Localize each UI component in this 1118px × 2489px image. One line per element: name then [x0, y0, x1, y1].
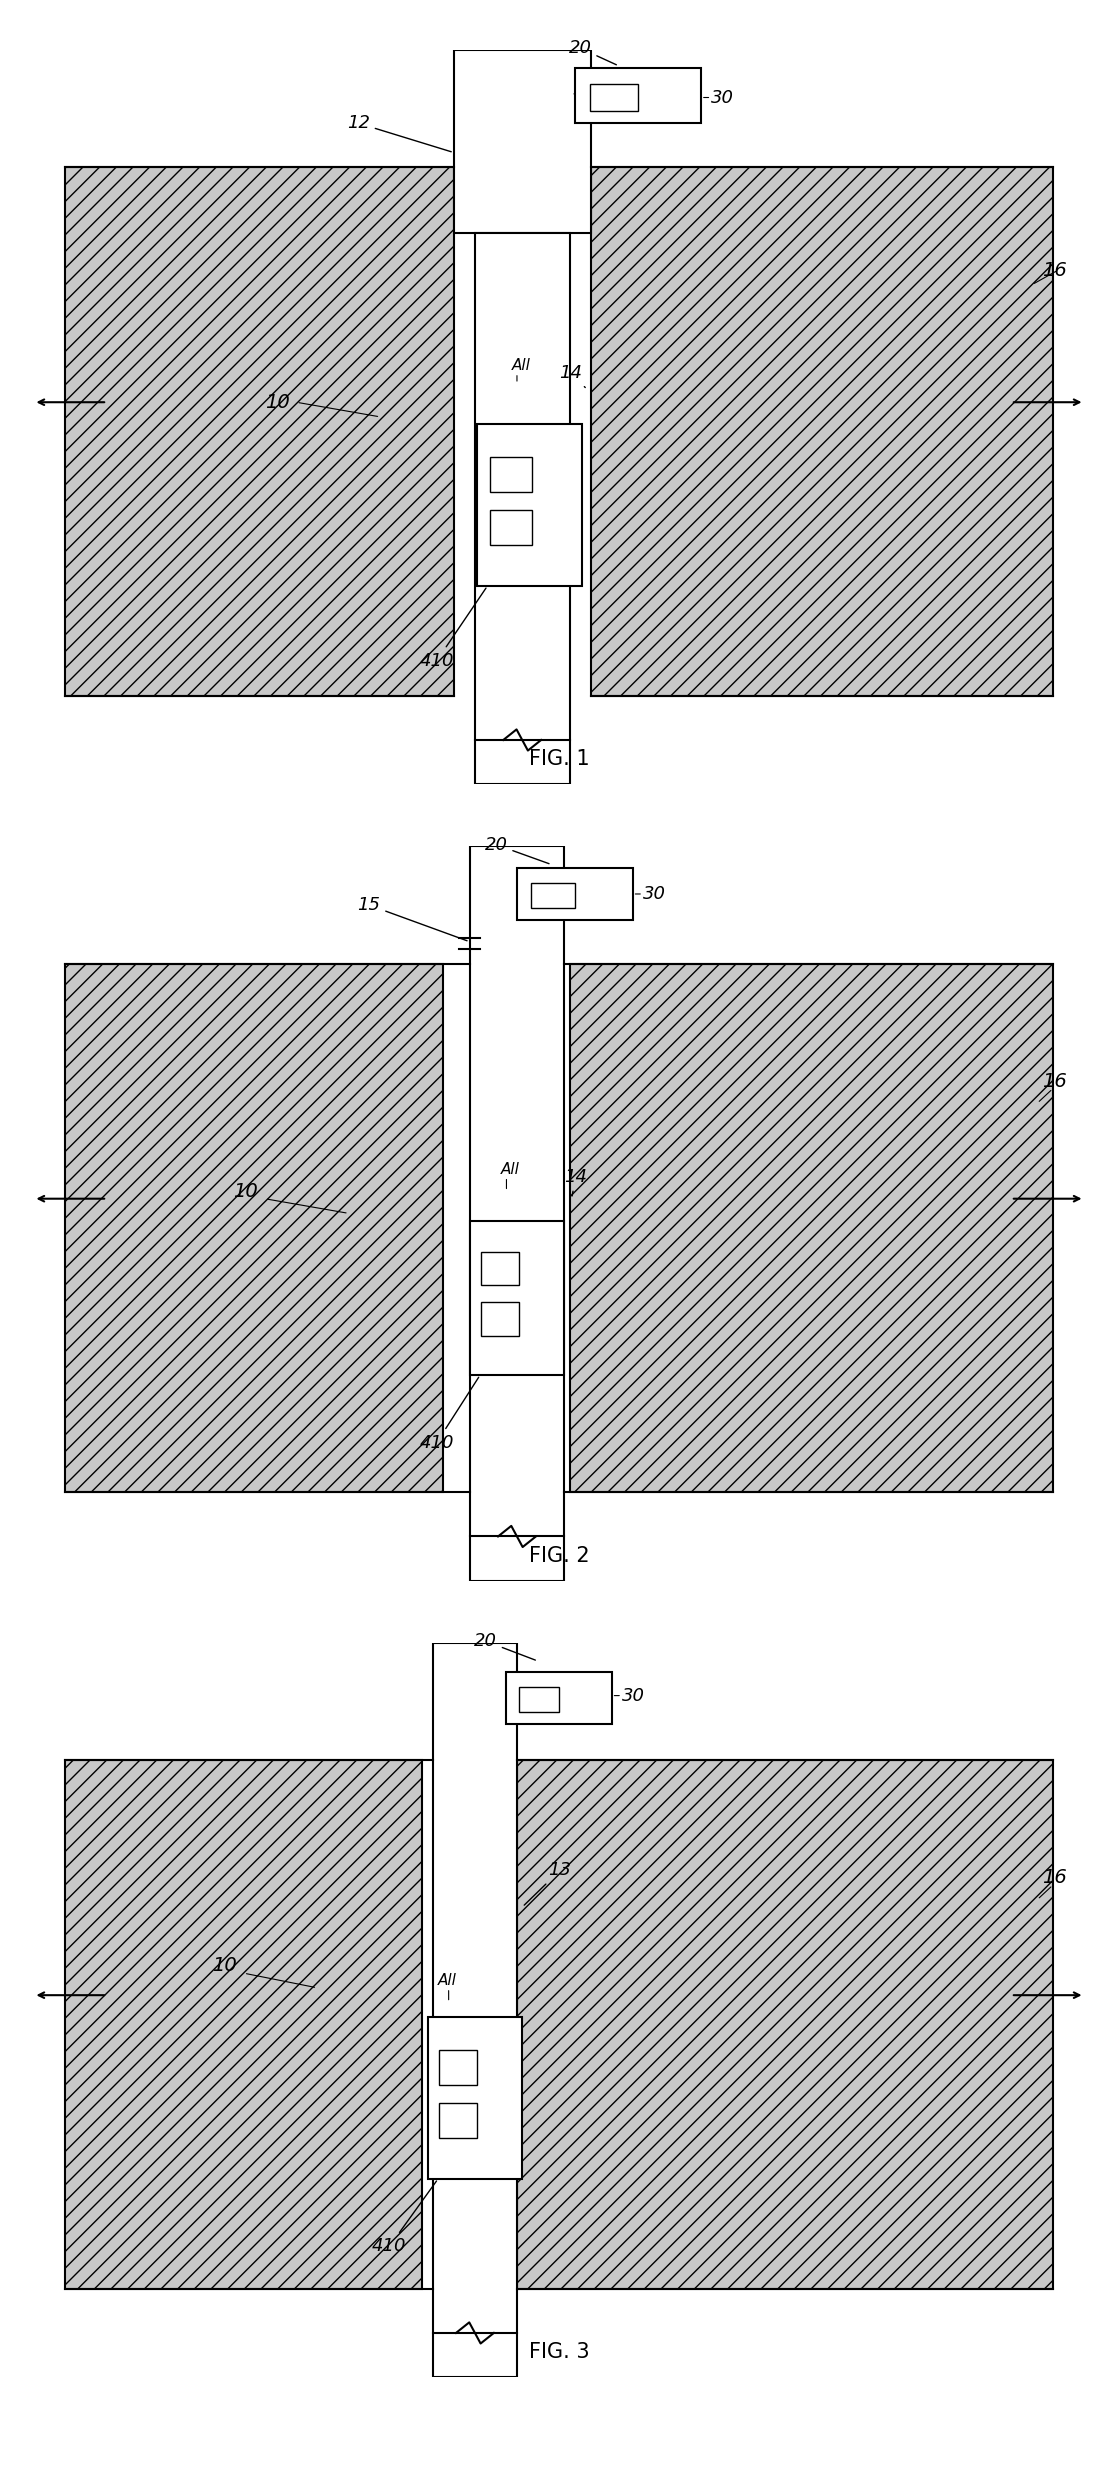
- Text: 30: 30: [711, 90, 735, 107]
- Bar: [454, 50, 590, 234]
- Text: 14: 14: [565, 1167, 587, 1197]
- Bar: [475, 234, 569, 784]
- Bar: [433, 1643, 517, 2377]
- Text: FIG. 3: FIG. 3: [529, 2342, 589, 2362]
- Text: 10: 10: [212, 1956, 237, 1976]
- Text: 20: 20: [484, 836, 549, 864]
- Bar: [481, 1252, 519, 1284]
- Bar: [519, 1688, 559, 1712]
- Text: 30: 30: [643, 886, 666, 904]
- Text: FIG. 2: FIG. 2: [529, 1546, 589, 1566]
- Text: 20: 20: [474, 1633, 536, 1660]
- Bar: [490, 455, 532, 493]
- Bar: [65, 963, 444, 1493]
- Bar: [477, 423, 582, 585]
- Text: 410: 410: [419, 1376, 479, 1451]
- Bar: [575, 67, 701, 124]
- Text: 15: 15: [358, 896, 467, 941]
- Bar: [481, 1302, 519, 1337]
- Text: All: All: [512, 358, 531, 373]
- Bar: [590, 85, 637, 112]
- Bar: [490, 510, 532, 545]
- Bar: [569, 963, 1053, 1493]
- Text: 30: 30: [622, 1688, 645, 1705]
- Bar: [65, 1760, 423, 2290]
- Bar: [65, 167, 454, 697]
- Bar: [470, 846, 565, 1581]
- Text: FIG. 1: FIG. 1: [529, 749, 589, 769]
- Text: 16: 16: [1042, 1869, 1068, 1887]
- Text: 10: 10: [265, 393, 290, 411]
- Text: 14: 14: [559, 363, 586, 388]
- Bar: [531, 884, 575, 908]
- Bar: [517, 1760, 1053, 2290]
- Bar: [428, 2016, 522, 2178]
- Bar: [517, 869, 633, 921]
- Text: 410: 410: [372, 2180, 436, 2255]
- Bar: [506, 1673, 612, 1722]
- Text: All: All: [438, 1974, 457, 1989]
- Text: 16: 16: [1042, 261, 1068, 279]
- Text: 16: 16: [1042, 1073, 1068, 1090]
- Bar: [470, 1220, 565, 1374]
- Text: 13: 13: [524, 1862, 571, 1904]
- Text: 20: 20: [569, 40, 616, 65]
- Text: 10: 10: [234, 1182, 258, 1200]
- Text: 12: 12: [347, 114, 452, 152]
- Text: 410: 410: [419, 587, 486, 670]
- Bar: [439, 2048, 476, 2086]
- Text: All: All: [501, 1162, 520, 1177]
- Bar: [439, 2103, 476, 2138]
- Bar: [590, 167, 1053, 697]
